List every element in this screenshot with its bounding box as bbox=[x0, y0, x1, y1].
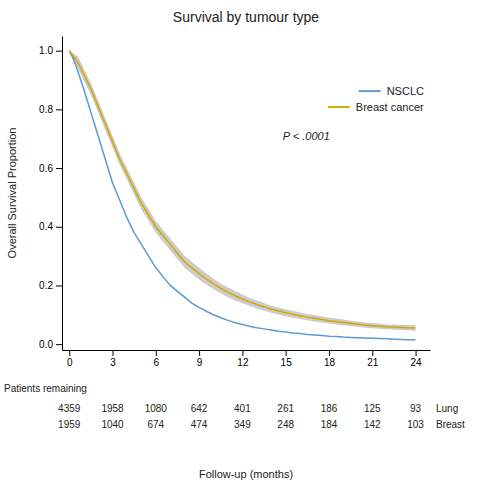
at-risk-count: 186 bbox=[321, 403, 338, 414]
at-risk-row-label: Breast bbox=[436, 419, 465, 430]
tick-mark bbox=[156, 350, 157, 356]
at-risk-count: 4359 bbox=[58, 403, 81, 414]
tick-label: 3 bbox=[110, 357, 116, 368]
tick: 18 bbox=[324, 350, 336, 368]
tick-label: 0.0 bbox=[39, 339, 53, 350]
tick-label: 21 bbox=[367, 357, 379, 368]
at-risk-count: 674 bbox=[147, 419, 164, 430]
tick: 0.8 bbox=[39, 104, 62, 115]
tick-mark bbox=[56, 51, 62, 52]
tick: 0.6 bbox=[39, 163, 62, 174]
tick: 0.2 bbox=[39, 280, 62, 291]
tick-label: 0.8 bbox=[39, 104, 53, 115]
title: Survival by tumour type bbox=[173, 9, 319, 25]
legend-item: Breast cancer bbox=[328, 101, 424, 113]
axis-line bbox=[62, 37, 63, 351]
tick: 9 bbox=[197, 350, 203, 368]
x-axis-title: Follow-up (months) bbox=[199, 468, 293, 480]
tick-label: 12 bbox=[237, 357, 249, 368]
marks bbox=[69, 51, 415, 340]
axis-line bbox=[63, 350, 431, 351]
at-risk-table: Patients remaining 4359 1958 1080 642 401 261 1… bbox=[4, 383, 465, 430]
tick-label: 0.4 bbox=[39, 221, 53, 232]
legend-label: Breast cancer bbox=[356, 101, 424, 113]
tick-label: 9 bbox=[197, 357, 203, 368]
tick-mark bbox=[56, 344, 62, 345]
at-risk-count: 1958 bbox=[101, 403, 124, 414]
tick-mark bbox=[56, 109, 62, 110]
tick-mark bbox=[56, 168, 62, 169]
tick: 24 bbox=[411, 350, 423, 368]
at-risk-count: 261 bbox=[277, 403, 294, 414]
at-risk-count: 184 bbox=[321, 419, 338, 430]
tick-label: 0.6 bbox=[39, 163, 53, 174]
at-risk-count: 93 bbox=[410, 403, 422, 414]
at-risk-count: 349 bbox=[234, 419, 251, 430]
tick: 0.4 bbox=[39, 221, 62, 232]
tick-mark bbox=[56, 227, 62, 228]
tick-label: 15 bbox=[281, 357, 293, 368]
at-risk-count: 125 bbox=[364, 403, 381, 414]
at-risk-count: 1959 bbox=[58, 419, 81, 430]
series-line bbox=[69, 51, 415, 328]
at-risk-title: Patients remaining bbox=[4, 383, 87, 394]
tick-mark bbox=[372, 350, 373, 356]
at-risk-count: 103 bbox=[407, 419, 424, 430]
at-risk-count: 401 bbox=[234, 403, 251, 414]
tick-label: 18 bbox=[324, 357, 336, 368]
tick: 3 bbox=[110, 350, 116, 368]
tick: 6 bbox=[154, 350, 160, 368]
tick-mark bbox=[416, 350, 417, 356]
tick-label: 24 bbox=[411, 357, 423, 368]
tick-label: 0 bbox=[67, 357, 73, 368]
legend: NSCLC Breast cancer bbox=[328, 85, 424, 113]
series-line bbox=[69, 51, 415, 340]
x-axis: 0 3 6 9 12 15 18 21 24 bbox=[63, 350, 431, 368]
tick-mark bbox=[199, 350, 200, 356]
tick-mark bbox=[56, 285, 62, 286]
legend-swatch bbox=[328, 106, 350, 108]
tick: 1.0 bbox=[39, 45, 62, 56]
at-risk-count: 474 bbox=[191, 419, 208, 430]
at-risk-count: 248 bbox=[277, 419, 294, 430]
tick-mark bbox=[113, 350, 114, 356]
legend-item: NSCLC bbox=[359, 85, 424, 97]
tick-label: 6 bbox=[154, 357, 160, 368]
plot: 0 3 6 9 12 15 18 21 24 0.0 0.2 0.4 0.6 0.8 1.0 NSCLC Bre… bbox=[39, 37, 430, 369]
legend-swatch bbox=[359, 90, 381, 92]
legend-label: NSCLC bbox=[387, 85, 424, 97]
tick: 0 bbox=[67, 350, 73, 368]
tick: 0.0 bbox=[39, 339, 62, 350]
tick: 15 bbox=[281, 350, 293, 368]
tick-label: 1.0 bbox=[39, 45, 53, 56]
chart: 0 3 6 9 12 15 18 21 24 0.0 0.2 0.4 0.6 0.8 1.0 NSCLC Bre… bbox=[0, 0, 480, 500]
tick-mark bbox=[69, 350, 70, 356]
y-axis-title: Overall Survival Proportion bbox=[6, 128, 18, 259]
annotation: P < .0001 bbox=[283, 130, 330, 142]
tick-mark bbox=[286, 350, 287, 356]
tick-label: 0.2 bbox=[39, 280, 53, 291]
at-risk-row-label: Lung bbox=[436, 403, 458, 414]
at-risk-count: 642 bbox=[191, 403, 208, 414]
tick-mark bbox=[329, 350, 330, 356]
ci-band bbox=[69, 51, 415, 331]
tick-mark bbox=[242, 350, 243, 356]
tick: 21 bbox=[367, 350, 379, 368]
at-risk-count: 1040 bbox=[101, 419, 124, 430]
tick: 12 bbox=[237, 350, 249, 368]
y-axis: 0.0 0.2 0.4 0.6 0.8 1.0 bbox=[39, 37, 62, 351]
at-risk-count: 1080 bbox=[145, 403, 168, 414]
at-risk-count: 142 bbox=[364, 419, 381, 430]
